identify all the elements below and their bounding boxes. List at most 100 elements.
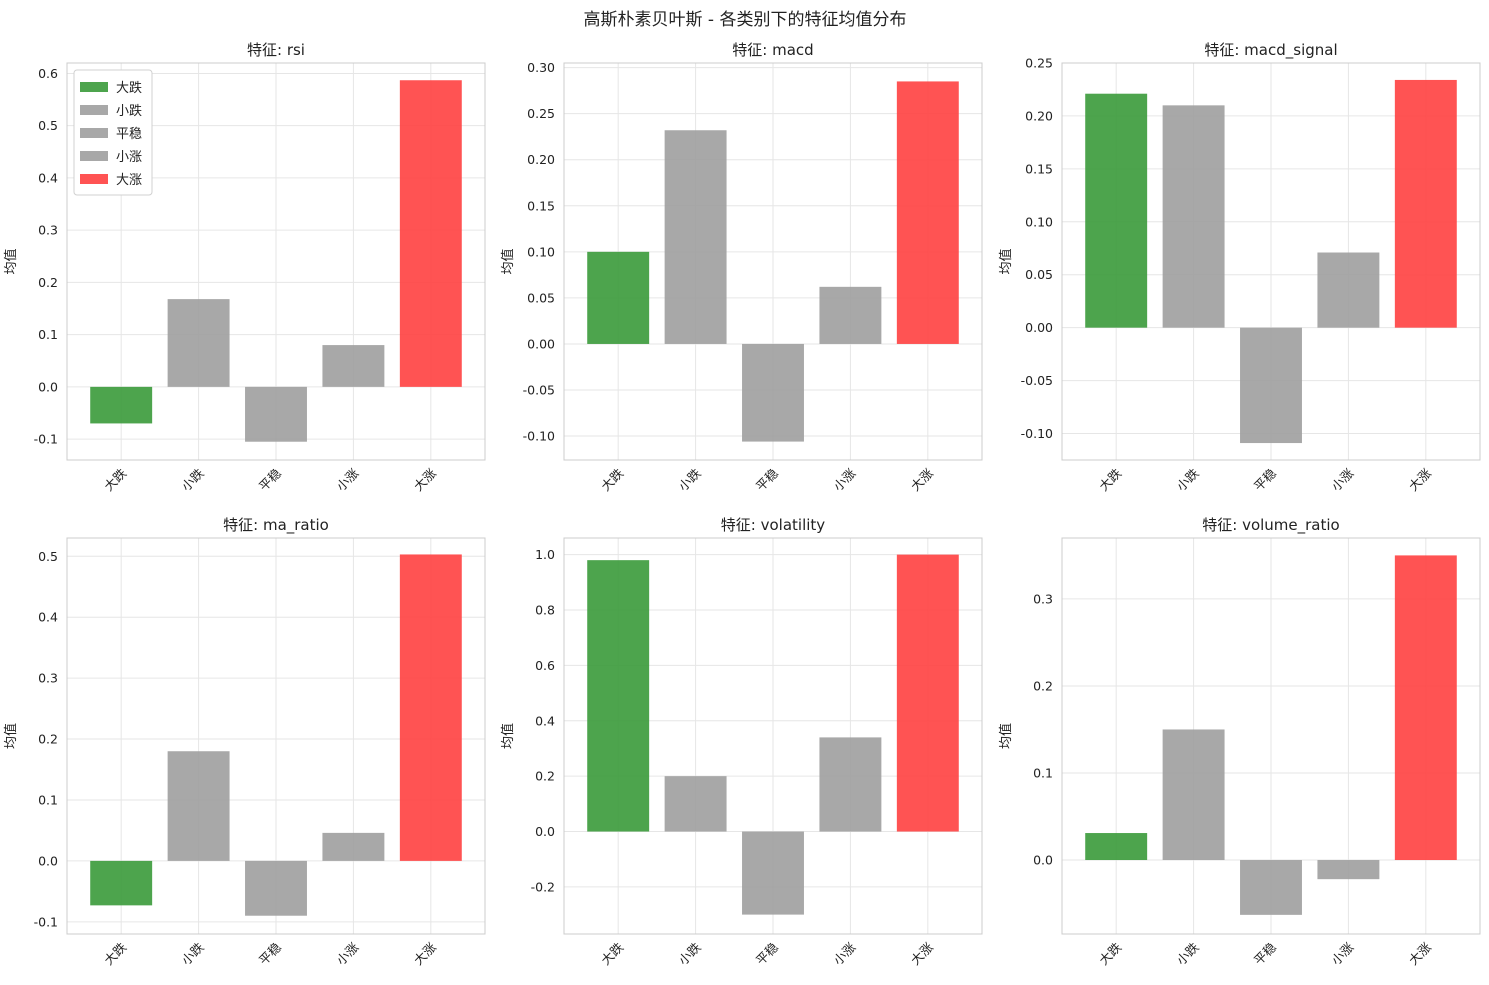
x-tick-label: 小跌 <box>1173 939 1202 968</box>
y-axis-label: 均值 <box>998 723 1014 749</box>
x-tick-label: 小涨 <box>830 465 859 494</box>
bar-5 <box>896 554 959 832</box>
y-tick-label: 0.1 <box>38 327 58 342</box>
plot-frame <box>1061 537 1481 935</box>
y-tick-label: 0.3 <box>38 671 58 686</box>
legend-label: 小涨 <box>116 150 142 165</box>
x-tick-label: 大涨 <box>1406 465 1435 494</box>
bar-4 <box>819 286 882 344</box>
y-tick-label: 0.5 <box>38 118 58 133</box>
bar-3 <box>245 386 307 442</box>
x-tick-label: 大跌 <box>101 939 130 968</box>
y-tick-label: 0.2 <box>38 275 58 290</box>
y-tick-label: 0.5 <box>38 549 58 564</box>
plot-frame <box>563 537 983 935</box>
legend-swatch <box>80 128 108 138</box>
y-tick-label: 0.2 <box>1033 678 1053 693</box>
panel-title: 特征: ma_ratio <box>223 516 329 535</box>
x-tick-label: 小跌 <box>178 465 207 494</box>
x-tick-label: 小涨 <box>1328 465 1357 494</box>
y-axis-label: 均值 <box>500 248 516 274</box>
bar-3 <box>245 860 307 916</box>
plot-frame <box>66 62 486 461</box>
y-tick-label: -0.10 <box>1021 426 1053 441</box>
x-tick-label: 小跌 <box>178 939 207 968</box>
y-tick-label: 0.6 <box>535 658 555 673</box>
bar-4 <box>322 345 385 387</box>
x-tick-label: 小涨 <box>333 939 362 968</box>
y-tick-label: 0.00 <box>527 336 555 351</box>
x-tick-label: 平稳 <box>753 465 782 494</box>
y-tick-label: 0.3 <box>1033 591 1053 606</box>
y-tick-label: 0.25 <box>527 106 555 121</box>
x-tick-label: 大涨 <box>1406 939 1435 968</box>
bar-2 <box>167 299 230 387</box>
x-tick-label: 平稳 <box>753 939 782 968</box>
legend-label: 小跌 <box>116 103 142 119</box>
bar-4 <box>819 737 882 832</box>
x-tick-label: 大涨 <box>411 939 440 968</box>
y-tick-label: 0.3 <box>38 223 58 238</box>
legend-swatch <box>80 174 108 184</box>
plot-frame <box>563 62 983 461</box>
y-tick-label: 0.15 <box>527 198 555 213</box>
bar-3 <box>742 343 804 442</box>
legend-swatch <box>80 151 108 161</box>
y-tick-label: 0.10 <box>527 244 555 259</box>
y-tick-label: -0.1 <box>34 914 58 929</box>
panel-title: 特征: macd_signal <box>1204 41 1337 60</box>
y-tick-label: 0.4 <box>535 713 555 728</box>
y-tick-label: 0.4 <box>38 170 58 185</box>
bar-2 <box>1162 105 1225 328</box>
chart-panel-4: -0.1 0.0 0.1 0.2 0.3 0.4 0.5 大跌 小跌 平稳 小涨 大涨 特征: ma_r… <box>3 516 486 968</box>
chart-panel-5: -0.2 0.0 0.2 0.4 0.6 0.8 1.0 大跌 小跌 平稳 小涨 大涨 特征: vola… <box>500 516 983 968</box>
bar-4 <box>1317 860 1380 880</box>
legend-label: 平稳 <box>116 126 142 142</box>
x-tick-label: 大跌 <box>598 939 627 968</box>
bar-5 <box>399 80 462 387</box>
plot-frame <box>66 537 486 935</box>
y-tick-label: 0.1 <box>38 792 58 807</box>
y-tick-label: 0.05 <box>527 290 555 305</box>
x-tick-label: 大涨 <box>908 939 937 968</box>
x-tick-label: 大涨 <box>411 465 440 494</box>
x-tick-label: 平稳 <box>256 939 285 968</box>
legend-label: 大跌 <box>116 80 142 96</box>
bar-3 <box>742 831 804 915</box>
y-axis-label: 均值 <box>500 723 516 749</box>
x-tick-label: 小跌 <box>1173 465 1202 494</box>
legend-box <box>73 69 153 196</box>
bar-1 <box>1085 93 1148 328</box>
y-tick-label: -0.05 <box>523 382 555 397</box>
x-tick-label: 大跌 <box>1096 939 1125 968</box>
bar-1 <box>587 251 650 344</box>
x-tick-label: 小跌 <box>675 465 704 494</box>
bar-5 <box>1394 79 1457 328</box>
bar-5 <box>1394 555 1457 861</box>
y-tick-label: 0.6 <box>38 66 58 81</box>
y-tick-label: 0.0 <box>38 853 58 868</box>
bar-2 <box>1162 729 1225 861</box>
y-tick-label: 0.4 <box>38 610 58 625</box>
bar-4 <box>322 832 385 861</box>
y-tick-label: 0.2 <box>38 732 58 747</box>
legend-swatch <box>80 105 108 115</box>
x-tick-label: 平稳 <box>256 465 285 494</box>
y-tick-label: 0.2 <box>535 769 555 784</box>
y-tick-label: 0.20 <box>527 152 555 167</box>
y-tick-label: 0.00 <box>1025 320 1053 335</box>
y-tick-label: 0.0 <box>38 379 58 394</box>
panel-title: 特征: volume_ratio <box>1202 516 1339 535</box>
panel-title: 特征: volatility <box>721 516 826 534</box>
y-tick-label: 0.05 <box>1025 267 1053 282</box>
x-tick-label: 小涨 <box>830 939 859 968</box>
bar-1 <box>90 386 153 424</box>
bar-1 <box>1085 833 1148 861</box>
y-tick-label: 1.0 <box>535 547 555 562</box>
y-tick-label: -0.2 <box>531 879 555 894</box>
y-tick-label: 0.1 <box>1033 765 1053 780</box>
bar-2 <box>664 130 727 344</box>
